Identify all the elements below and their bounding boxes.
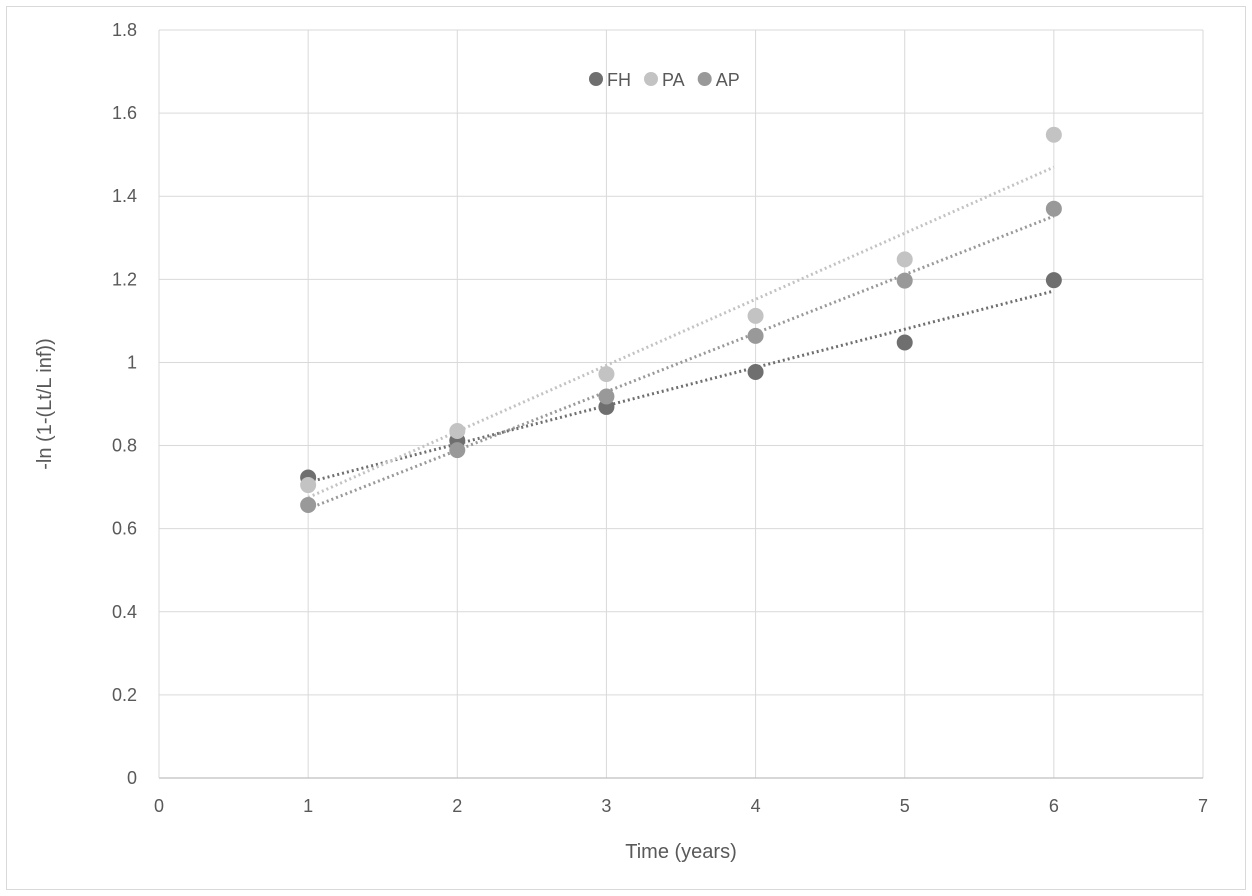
point-pa — [300, 477, 317, 494]
point-pa — [1045, 126, 1062, 143]
x-tick-label: 5 — [900, 796, 910, 816]
point-pa — [747, 307, 764, 324]
y-tick-label: 1.2 — [112, 269, 137, 289]
axes — [158, 30, 1203, 779]
x-tick-label: 1 — [303, 796, 313, 816]
point-pa — [896, 251, 913, 268]
point-ap — [896, 272, 913, 289]
x-tick-labels: 0 1 2 3 4 5 6 7 — [154, 796, 1208, 816]
legend-marker-fh — [589, 72, 603, 86]
data-points — [300, 126, 1062, 513]
x-tick-label: 4 — [751, 796, 761, 816]
point-fh — [1045, 272, 1062, 289]
trendline-pa — [307, 165, 1055, 499]
point-fh — [896, 334, 913, 351]
y-tick-label: 1 — [127, 352, 137, 372]
y-tick-label: 0.8 — [112, 436, 137, 456]
point-pa — [598, 366, 615, 383]
point-ap — [300, 496, 317, 513]
y-tick-label: 0.6 — [112, 519, 137, 539]
x-axis-title: Time (years) — [625, 841, 736, 863]
point-ap — [1045, 200, 1062, 217]
point-fh — [747, 364, 764, 381]
y-tick-label: 0.2 — [112, 685, 137, 705]
point-ap — [747, 327, 764, 344]
x-tick-label: 2 — [452, 796, 462, 816]
y-tick-label: 1.6 — [112, 103, 137, 123]
point-ap — [598, 388, 615, 405]
x-tick-label: 7 — [1198, 796, 1208, 816]
point-pa — [449, 423, 466, 440]
y-tick-label: 0.4 — [112, 602, 137, 622]
trendlines — [307, 165, 1055, 511]
legend-label-ap: AP — [716, 70, 740, 90]
legend: FH PA AP — [589, 70, 740, 90]
y-axis-title: -ln (1-(Lt/L inf)) — [34, 338, 56, 470]
grid — [159, 29, 1204, 778]
y-tick-labels: 0 0.2 0.4 0.6 0.8 1 1.2 1.4 1.6 1.8 — [112, 20, 137, 788]
y-tick-label: 0 — [127, 768, 137, 788]
y-tick-label: 1.4 — [112, 186, 137, 206]
legend-label-fh: FH — [607, 70, 631, 90]
legend-label-pa: PA — [662, 70, 685, 90]
trendline-ap — [307, 214, 1055, 511]
legend-marker-ap — [697, 72, 712, 86]
y-tick-label: 1.8 — [112, 20, 137, 40]
x-tick-label: 0 — [154, 796, 164, 816]
x-tick-label: 3 — [601, 796, 611, 816]
chart-frame — [6, 6, 1246, 890]
trendline-fh — [307, 289, 1055, 484]
legend-marker-pa — [644, 72, 658, 86]
x-tick-label: 6 — [1049, 796, 1059, 816]
point-ap — [449, 442, 466, 459]
